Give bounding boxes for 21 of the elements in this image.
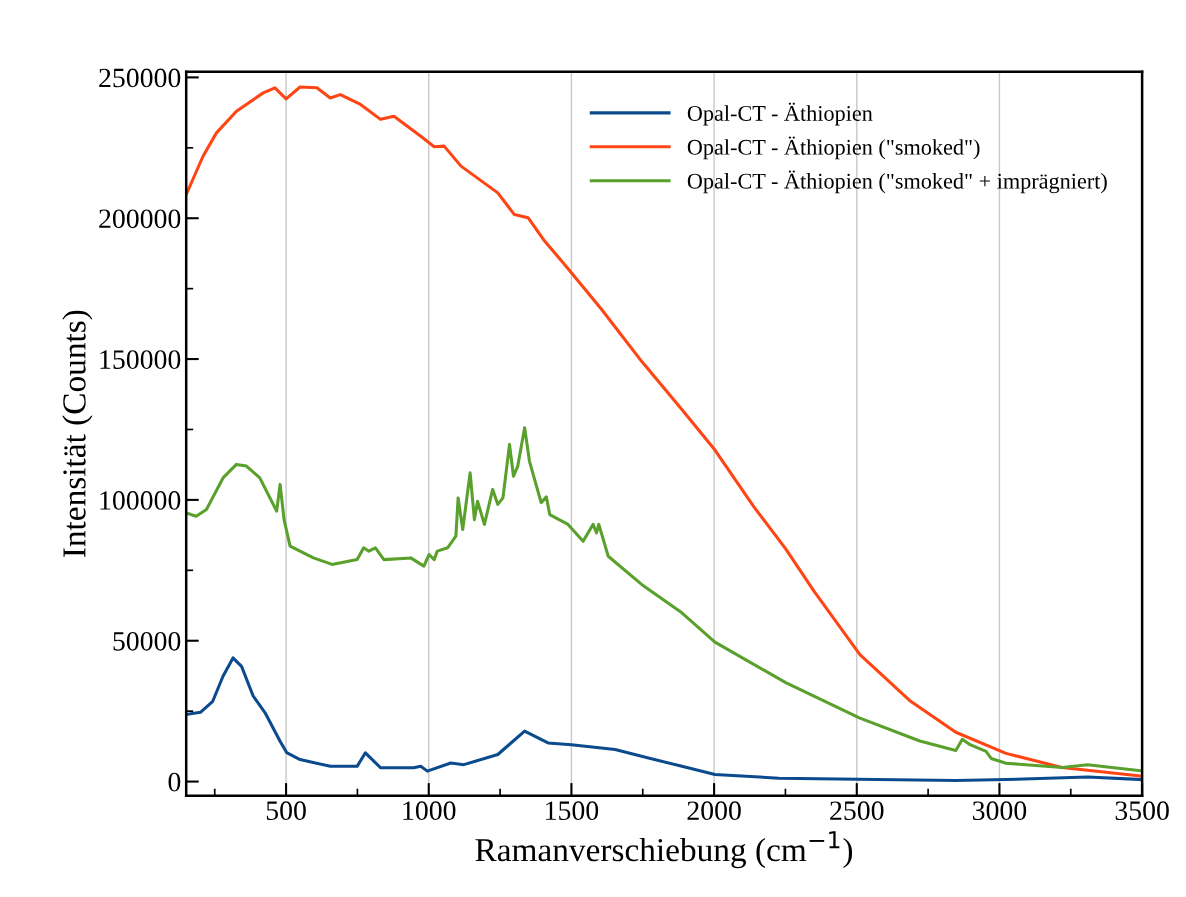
x-tick-label: 1500 xyxy=(546,801,599,821)
y-tick-label: 50000 xyxy=(113,631,181,651)
line-series xyxy=(186,85,1143,778)
legend-label: Opal-CT - Äthiopien ("smoked" + imprägniert) xyxy=(687,170,1107,194)
x-tick-label: 3500 xyxy=(1115,801,1169,821)
x-tick-label: 2500 xyxy=(830,801,884,821)
x-tick-label: 3000 xyxy=(972,801,1027,821)
y-tick-label: 100000 xyxy=(100,491,181,510)
y-tick-label: 250000 xyxy=(99,68,181,88)
line-series xyxy=(186,656,1143,782)
x-tick-label: 1000 xyxy=(403,801,456,821)
y-tick-label: 150000 xyxy=(100,350,181,369)
x-tick-label: 500 xyxy=(266,801,306,821)
y-tick-label: 0 xyxy=(168,772,181,792)
x-axis-title: Ramanverschiebung (cm$^{−1}$) xyxy=(475,831,853,869)
y-tick-label: 200000 xyxy=(99,209,181,229)
y-axis-title: Intensität (Counts) xyxy=(62,310,93,558)
legend-label: Opal-CT - Äthiopien xyxy=(687,102,873,126)
legend-label: Opal-CT - Äthiopien ("smoked") xyxy=(687,136,980,160)
line-series xyxy=(186,426,1143,773)
x-tick-label: 2000 xyxy=(687,801,741,821)
